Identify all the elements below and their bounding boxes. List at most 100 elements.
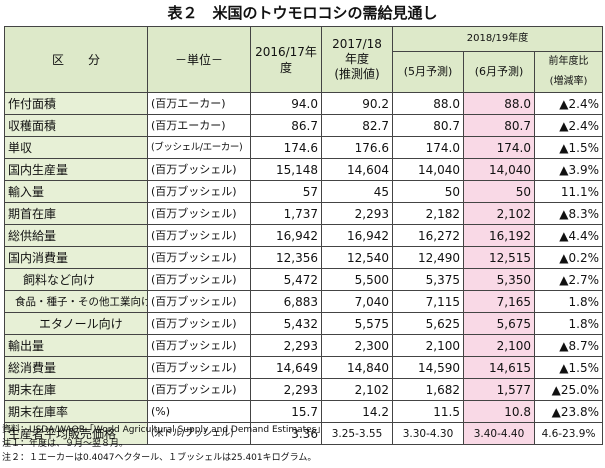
cell-2016: 2,293 xyxy=(250,334,322,357)
row-label: 期末在庫 xyxy=(4,378,148,401)
cell-june: 88.0 xyxy=(463,92,535,115)
note-2: 注２：１エーカーは0.4047ヘクタール、１ブッシェルは25.401キログラム。 xyxy=(2,453,317,463)
cell-2017: 14,604 xyxy=(321,158,393,181)
cell-may: 14,040 xyxy=(392,158,464,181)
table-row: 輸出量 (百万ブッシェル) 2,293 2,300 2,100 2,100 ▲8… xyxy=(4,334,604,357)
cell-change: ▲4.4% xyxy=(533,224,604,247)
header-year-2017-mid: 年度 xyxy=(344,52,369,66)
table-row: 飼料など向け (百万ブッシェル) 5,472 5,500 5,375 5,350… xyxy=(4,268,604,291)
row-unit: (百万ブッシェル) xyxy=(147,290,251,313)
row-label: 生産者平均販売価格 xyxy=(4,422,148,445)
header-year-2017-bot: (推測値) xyxy=(334,67,380,81)
cell-may: 50 xyxy=(392,180,464,203)
table-row: 生産者平均販売価格 (米ドル/ブッシェル) 3.36 3.25-3.55 3.3… xyxy=(4,422,604,445)
cell-june: 12,515 xyxy=(463,246,535,269)
cell-may: 2,182 xyxy=(392,202,464,225)
header-category: 区 分 xyxy=(4,26,148,93)
header-year-2016-text: 2016/17年度 xyxy=(255,44,317,75)
table-row: 総消費量 (百万ブッシェル) 14,649 14,840 14,590 14,6… xyxy=(4,356,604,379)
cell-2016: 174.6 xyxy=(250,136,322,159)
cell-change: ▲8.7% xyxy=(533,334,604,357)
cell-2016: 5,472 xyxy=(250,268,322,291)
cell-change: ▲25.0% xyxy=(533,378,604,401)
row-unit: (百万ブッシェル) xyxy=(147,334,251,357)
cell-2016: 14,649 xyxy=(250,356,322,379)
cell-may: 2,100 xyxy=(392,334,464,357)
row-label: 飼料など向け xyxy=(4,268,148,291)
cell-2017: 5,575 xyxy=(321,312,393,335)
header-year-2017: 2017/18 年度 (推測値) xyxy=(321,26,393,93)
cell-may: 5,625 xyxy=(392,312,464,335)
cell-june: 174.0 xyxy=(463,136,535,159)
header-year-2016: 2016/17年度 xyxy=(250,26,322,93)
row-label: 作付面積 xyxy=(4,92,148,115)
cell-change: 1.8% xyxy=(533,312,604,335)
cell-2017: 16,942 xyxy=(321,224,393,247)
cell-2016: 15,148 xyxy=(250,158,322,181)
cell-change: ▲1.5% xyxy=(533,136,604,159)
row-label: 収穫面積 xyxy=(4,114,148,137)
cell-change: ▲2.4% xyxy=(533,92,604,115)
cell-change: 1.8% xyxy=(533,290,604,313)
cell-change: ▲0.2% xyxy=(533,246,604,269)
table-row: 国内消費量 (百万ブッシェル) 12,356 12,540 12,490 12,… xyxy=(4,246,604,269)
cell-2017: 176.6 xyxy=(321,136,393,159)
cell-change: ▲23.8% xyxy=(533,400,604,423)
header-change-bot: (増減率) xyxy=(549,76,588,87)
cell-2016: 16,942 xyxy=(250,224,322,247)
row-unit: (ブッシェル/エーカー) xyxy=(147,136,251,159)
row-label: エタノール向け xyxy=(4,312,148,335)
row-label: 期首在庫 xyxy=(4,202,148,225)
row-label: 単収 xyxy=(4,136,148,159)
table-row: 単収 (ブッシェル/エーカー) 174.6 176.6 174.0 174.0 … xyxy=(4,136,604,159)
cell-change: ▲3.9% xyxy=(533,158,604,181)
cell-2017: 7,040 xyxy=(321,290,393,313)
row-unit: (百万ブッシェル) xyxy=(147,356,251,379)
table-row: 期末在庫率 (%) 15.7 14.2 11.5 10.8 ▲23.8% xyxy=(4,400,604,423)
header-may: (5月予測) xyxy=(392,51,464,93)
cell-may: 7,115 xyxy=(392,290,464,313)
cell-june: 5,675 xyxy=(463,312,535,335)
cell-2017: 3.25-3.55 xyxy=(321,422,393,445)
cell-2017: 12,540 xyxy=(321,246,393,269)
row-label: 国内消費量 xyxy=(4,246,148,269)
cell-may: 14,590 xyxy=(392,356,464,379)
row-label: 総消費量 xyxy=(4,356,148,379)
cell-june: 5,350 xyxy=(463,268,535,291)
cell-change: ▲8.3% xyxy=(533,202,604,225)
supply-demand-table: 区 分 －単位－ 2016/17年度 2017/18 年度 (推測値) 2018… xyxy=(4,26,604,445)
row-unit: (百万ブッシェル) xyxy=(147,268,251,291)
row-label: 国内生産量 xyxy=(4,158,148,181)
table-row: 作付面積 (百万エーカー) 94.0 90.2 88.0 88.0 ▲2.4% xyxy=(4,92,604,115)
cell-change: ▲2.4% xyxy=(533,114,604,137)
row-unit: (米ドル/ブッシェル) xyxy=(147,422,251,445)
row-unit: (百万エーカー) xyxy=(147,92,251,115)
cell-2016: 1,737 xyxy=(250,202,322,225)
cell-june: 2,100 xyxy=(463,334,535,357)
cell-june: 14,040 xyxy=(463,158,535,181)
row-label: 期末在庫率 xyxy=(4,400,148,423)
cell-may: 16,272 xyxy=(392,224,464,247)
cell-2016: 2,293 xyxy=(250,378,322,401)
footnotes: 資料：USDA/WAOB「World Agricultural Supply a… xyxy=(2,423,602,465)
cell-2017: 90.2 xyxy=(321,92,393,115)
row-unit: (百万ブッシェル) xyxy=(147,202,251,225)
cell-june: 3.40-4.40 xyxy=(463,422,535,445)
table-row: 国内生産量 (百万ブッシェル) 15,148 14,604 14,040 14,… xyxy=(4,158,604,181)
cell-change: ▲1.5% xyxy=(533,356,604,379)
cell-june: 14,615 xyxy=(463,356,535,379)
cell-2016: 15.7 xyxy=(250,400,322,423)
cell-may: 1,682 xyxy=(392,378,464,401)
header-june: (6月予測) xyxy=(463,51,535,93)
cell-2017: 5,500 xyxy=(321,268,393,291)
cell-2016: 12,356 xyxy=(250,246,322,269)
cell-2017: 82.7 xyxy=(321,114,393,137)
cell-2017: 14.2 xyxy=(321,400,393,423)
cell-may: 5,375 xyxy=(392,268,464,291)
header-unit: －単位－ xyxy=(147,26,251,93)
cell-2017: 14,840 xyxy=(321,356,393,379)
cell-change: 11.1% xyxy=(533,180,604,203)
cell-2017: 2,293 xyxy=(321,202,393,225)
note-1: 注１：年度は、９月～翌８月。 xyxy=(2,439,129,449)
cell-june: 2,102 xyxy=(463,202,535,225)
